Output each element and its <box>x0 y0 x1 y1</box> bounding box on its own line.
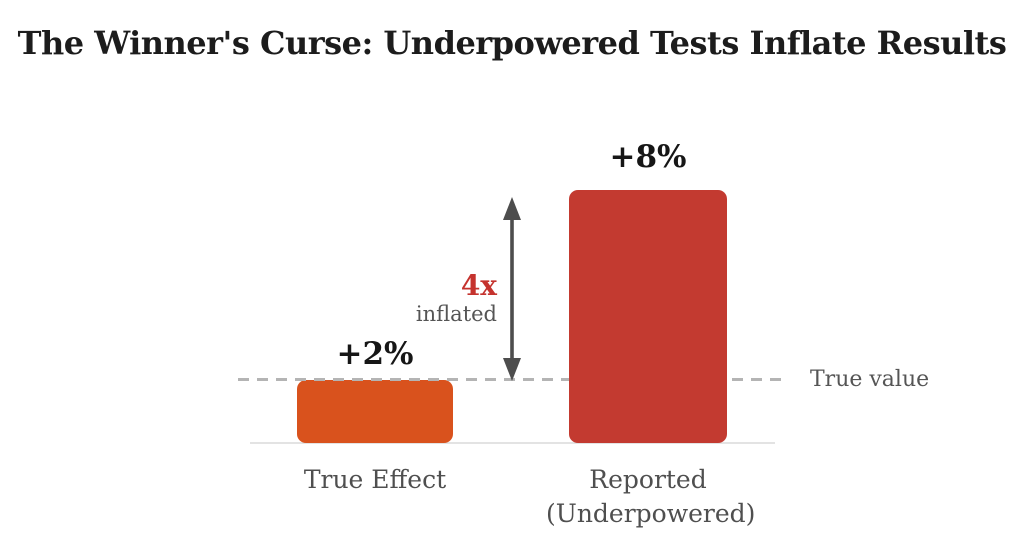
value-label-reported: +8% <box>609 139 687 175</box>
inflation-double-arrow-icon <box>503 197 521 381</box>
category-label-true-effect: True Effect <box>303 465 447 494</box>
x-axis-baseline <box>250 442 775 444</box>
value-label-true-effect: +2% <box>336 336 414 372</box>
chart-title: The Winner's Curse: Underpowered Tests I… <box>17 24 1007 62</box>
inflation-annotation: 4x inflated <box>416 271 497 326</box>
category-label-reported: Reported (Underpowered) <box>546 463 755 531</box>
bar-reported-underpowered <box>569 190 727 443</box>
multiplier-caption: inflated <box>415 302 497 327</box>
multiplier-text: 4x <box>460 269 497 302</box>
category-label-reported-line2: (Underpowered) <box>546 499 756 528</box>
true-value-label: True value <box>810 367 930 392</box>
category-label-reported-line1: Reported <box>589 465 707 494</box>
bar-true-effect <box>297 380 453 443</box>
